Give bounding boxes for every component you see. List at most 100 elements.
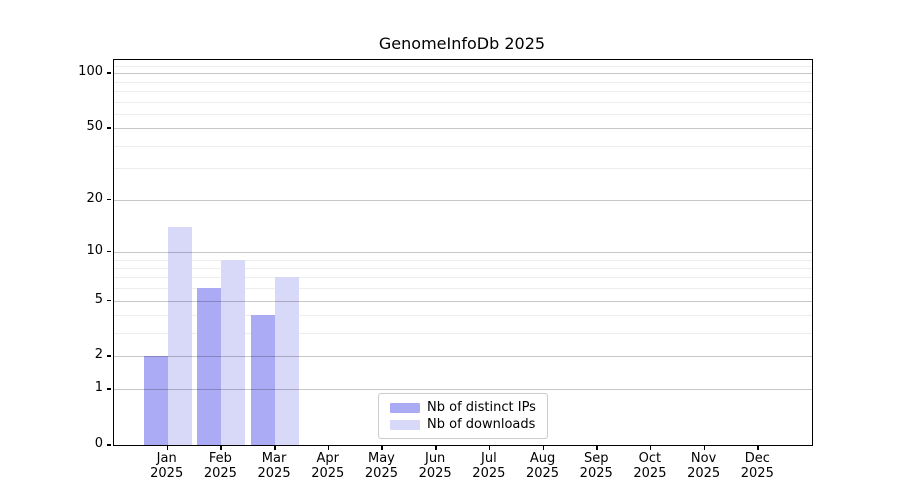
y-tick-label: 10 xyxy=(86,242,103,258)
major-gridline xyxy=(114,73,812,75)
x-tick-month: Jan xyxy=(156,451,177,466)
x-tick-year: 2025 xyxy=(203,466,237,481)
x-tick-year: 2025 xyxy=(311,466,345,481)
x-tick-mark xyxy=(435,446,437,450)
x-tick-month: Sep xyxy=(583,451,609,466)
x-tick-month: Dec xyxy=(744,451,770,466)
y-tick-label: 100 xyxy=(78,64,103,80)
minor-gridline xyxy=(114,267,812,269)
x-tick-year: 2025 xyxy=(579,466,613,481)
x-tick-year: 2025 xyxy=(633,466,667,481)
minor-gridline xyxy=(114,259,812,261)
x-tick-month: Feb xyxy=(208,451,232,466)
x-tick-mark xyxy=(757,446,759,450)
x-tick-mark xyxy=(542,446,545,450)
x-tick-year: 2025 xyxy=(472,466,506,481)
x-tick-mark xyxy=(488,446,491,450)
x-tick-year: 2025 xyxy=(740,466,774,481)
bar-distinct-ips-mar xyxy=(251,315,276,445)
legend-label-downloads: Nb of downloads xyxy=(427,417,536,432)
minor-gridline xyxy=(114,315,812,317)
minor-gridline xyxy=(114,113,812,115)
x-tick-label: Sep 2025 xyxy=(566,451,626,481)
y-tick-label: 2 xyxy=(94,347,103,363)
x-tick-year: 2025 xyxy=(687,466,721,481)
x-tick-year: 2025 xyxy=(364,466,398,481)
major-gridline xyxy=(114,199,812,201)
x-tick-month: May xyxy=(368,451,395,466)
y-tick-label: 50 xyxy=(86,119,103,135)
x-tick-mark xyxy=(274,446,276,450)
x-tick-month: Oct xyxy=(638,451,662,466)
x-tick-label: Oct 2025 xyxy=(620,451,680,481)
x-tick-label: Feb 2025 xyxy=(190,451,250,481)
legend-swatch-downloads-icon xyxy=(390,419,420,430)
minor-gridline xyxy=(114,333,812,335)
minor-gridline xyxy=(114,90,812,92)
y-tick-mark xyxy=(107,198,111,201)
x-tick-month: Jul xyxy=(481,451,497,466)
x-tick-year: 2025 xyxy=(257,466,291,481)
y-tick-mark xyxy=(107,299,111,302)
x-tick-label: Aug 2025 xyxy=(513,451,573,481)
y-tick-mark xyxy=(107,127,111,129)
minor-gridline xyxy=(114,81,812,83)
bar-downloads-jan xyxy=(167,226,192,445)
major-gridline xyxy=(114,251,812,253)
major-gridline xyxy=(114,300,812,302)
minor-gridline xyxy=(114,277,812,279)
x-tick-mark xyxy=(220,446,222,450)
minor-gridline xyxy=(114,101,812,103)
x-tick-mark xyxy=(327,446,330,450)
x-tick-label: Dec 2025 xyxy=(727,451,787,481)
y-tick-label: 20 xyxy=(86,190,103,206)
x-tick-month: Aug xyxy=(529,451,556,466)
y-tick-label: 5 xyxy=(94,291,103,307)
minor-gridline xyxy=(114,145,812,147)
x-tick-year: 2025 xyxy=(418,466,452,481)
x-tick-label: Nov 2025 xyxy=(674,451,734,481)
minor-gridline xyxy=(114,288,812,290)
major-gridline xyxy=(114,389,812,391)
minor-gridline xyxy=(114,65,812,67)
x-tick-mark xyxy=(596,446,598,450)
y-tick-mark xyxy=(107,250,111,253)
chart-title: GenomeInfoDb 2025 xyxy=(378,34,546,53)
y-tick-mark xyxy=(107,355,111,357)
x-tick-month: Mar xyxy=(261,451,287,466)
x-tick-year: 2025 xyxy=(150,466,184,481)
x-tick-month: Jun xyxy=(424,451,446,466)
plot-area xyxy=(113,59,813,446)
x-tick-mark xyxy=(381,446,383,450)
x-tick-mark xyxy=(166,446,169,450)
major-gridline xyxy=(114,356,812,358)
bar-downloads-feb xyxy=(221,259,246,445)
y-tick-label: 1 xyxy=(94,380,103,396)
x-tick-label: Mar 2025 xyxy=(244,451,304,481)
legend-label-distinct-ips: Nb of distinct IPs xyxy=(427,400,536,415)
x-tick-mark xyxy=(649,446,652,450)
legend-swatch-distinct-ips-icon xyxy=(390,402,420,413)
legend-entry-distinct-ips: Nb of distinct IPs xyxy=(390,399,536,416)
major-gridline xyxy=(114,128,812,130)
x-tick-year: 2025 xyxy=(525,466,560,481)
y-tick-mark xyxy=(107,388,111,390)
x-tick-month: Apr xyxy=(316,451,340,466)
y-tick-label: 0 xyxy=(94,436,103,451)
x-tick-label: May 2025 xyxy=(351,451,411,481)
x-tick-month: Nov xyxy=(690,451,717,466)
bar-distinct-ips-jan xyxy=(143,356,168,445)
bar-downloads-mar xyxy=(275,277,300,445)
y-tick-mark xyxy=(107,72,111,74)
x-tick-label: Jun 2025 xyxy=(405,451,465,481)
legend-entry-downloads: Nb of downloads xyxy=(390,416,536,433)
x-tick-label: Jan 2025 xyxy=(137,451,197,481)
minor-gridline xyxy=(114,168,812,170)
x-tick-label: Apr 2025 xyxy=(298,451,358,481)
legend: Nb of distinct IPs Nb of downloads xyxy=(378,393,548,439)
bar-distinct-ips-feb xyxy=(197,288,222,445)
x-tick-label: Jul 2025 xyxy=(459,451,519,481)
y-tick-mark xyxy=(107,444,111,446)
x-tick-mark xyxy=(703,446,706,450)
